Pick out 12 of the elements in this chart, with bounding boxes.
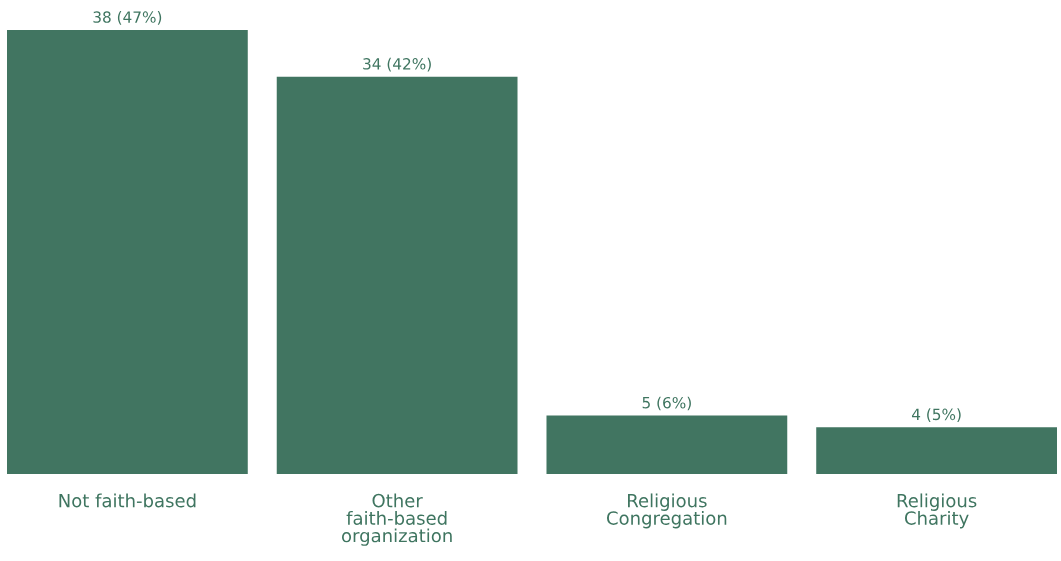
data-label: 5 (6%) xyxy=(642,396,691,411)
bar xyxy=(546,415,788,474)
data-label: 4 (5%) xyxy=(911,408,961,422)
x-tick-label: Not faith-based xyxy=(59,493,196,508)
bar xyxy=(816,427,1057,474)
data-label: 34 (42%) xyxy=(363,57,431,72)
bar xyxy=(7,30,248,474)
x-tick-label: Other faith-based organization xyxy=(341,493,452,546)
x-tick-label: Religious Charity xyxy=(897,493,977,529)
bar xyxy=(276,76,518,474)
x-tick-label: Religious Congregation xyxy=(606,493,727,529)
data-label: 38 (47%) xyxy=(93,11,162,25)
